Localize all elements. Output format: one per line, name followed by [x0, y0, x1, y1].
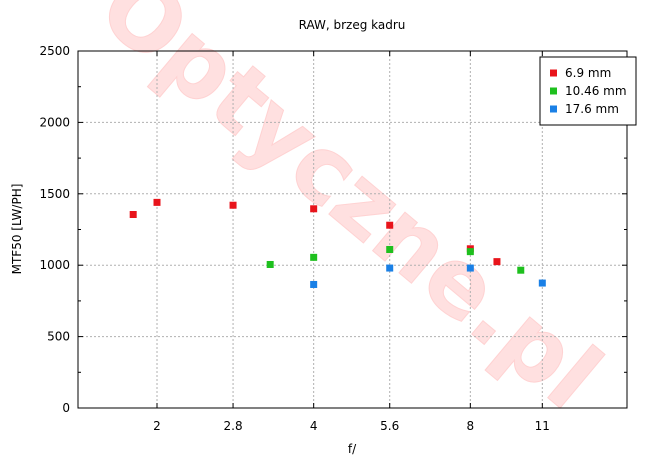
- legend-label: 17.6 mm: [565, 102, 619, 116]
- y-tick-label: 1000: [39, 258, 70, 272]
- x-tick-label: 4: [310, 419, 318, 433]
- data-point: [310, 280, 318, 288]
- y-tick-label: 500: [47, 330, 70, 344]
- axis-ticks: 0 500 1000 1500 2000 2500 2 2.8 4 5.6 8 11: [39, 44, 627, 433]
- data-point: [386, 264, 394, 272]
- legend: 6.9 mm 10.46 mm 17.6 mm: [539, 56, 637, 126]
- x-axis-title: f/: [348, 442, 357, 456]
- data-point: [229, 201, 237, 209]
- data-point: [493, 258, 501, 266]
- x-tick-label: 11: [535, 419, 550, 433]
- legend-swatch: [550, 69, 557, 77]
- series-2: [266, 245, 525, 274]
- data-point: [538, 279, 546, 287]
- legend-swatch: [550, 87, 557, 95]
- data-point: [386, 245, 394, 253]
- grid: [78, 51, 627, 408]
- data-point: [466, 264, 474, 272]
- data-points: [129, 198, 546, 288]
- data-point: [386, 221, 394, 229]
- data-point: [129, 211, 137, 219]
- y-tick-label: 2000: [39, 115, 70, 129]
- data-point: [466, 248, 474, 256]
- legend-label: 10.46 mm: [565, 84, 627, 98]
- x-tick-label: 2: [153, 419, 161, 433]
- data-point: [310, 253, 318, 261]
- legend-label: 6.9 mm: [565, 66, 611, 80]
- y-tick-label: 0: [62, 401, 70, 415]
- data-point: [266, 260, 274, 268]
- legend-swatch: [550, 105, 557, 113]
- data-point: [517, 266, 525, 274]
- y-tick-label: 2500: [39, 44, 70, 58]
- x-tick-label: 8: [467, 419, 475, 433]
- data-point: [153, 198, 161, 206]
- series-3: [310, 264, 546, 288]
- chart-title: RAW, brzeg kadru: [299, 18, 406, 32]
- data-point: [310, 205, 318, 213]
- x-tick-label: 2.8: [224, 419, 243, 433]
- y-tick-label: 1500: [39, 187, 70, 201]
- x-tick-label: 5.6: [380, 419, 399, 433]
- y-axis-title: MTF50 [LW/PH]: [10, 184, 24, 275]
